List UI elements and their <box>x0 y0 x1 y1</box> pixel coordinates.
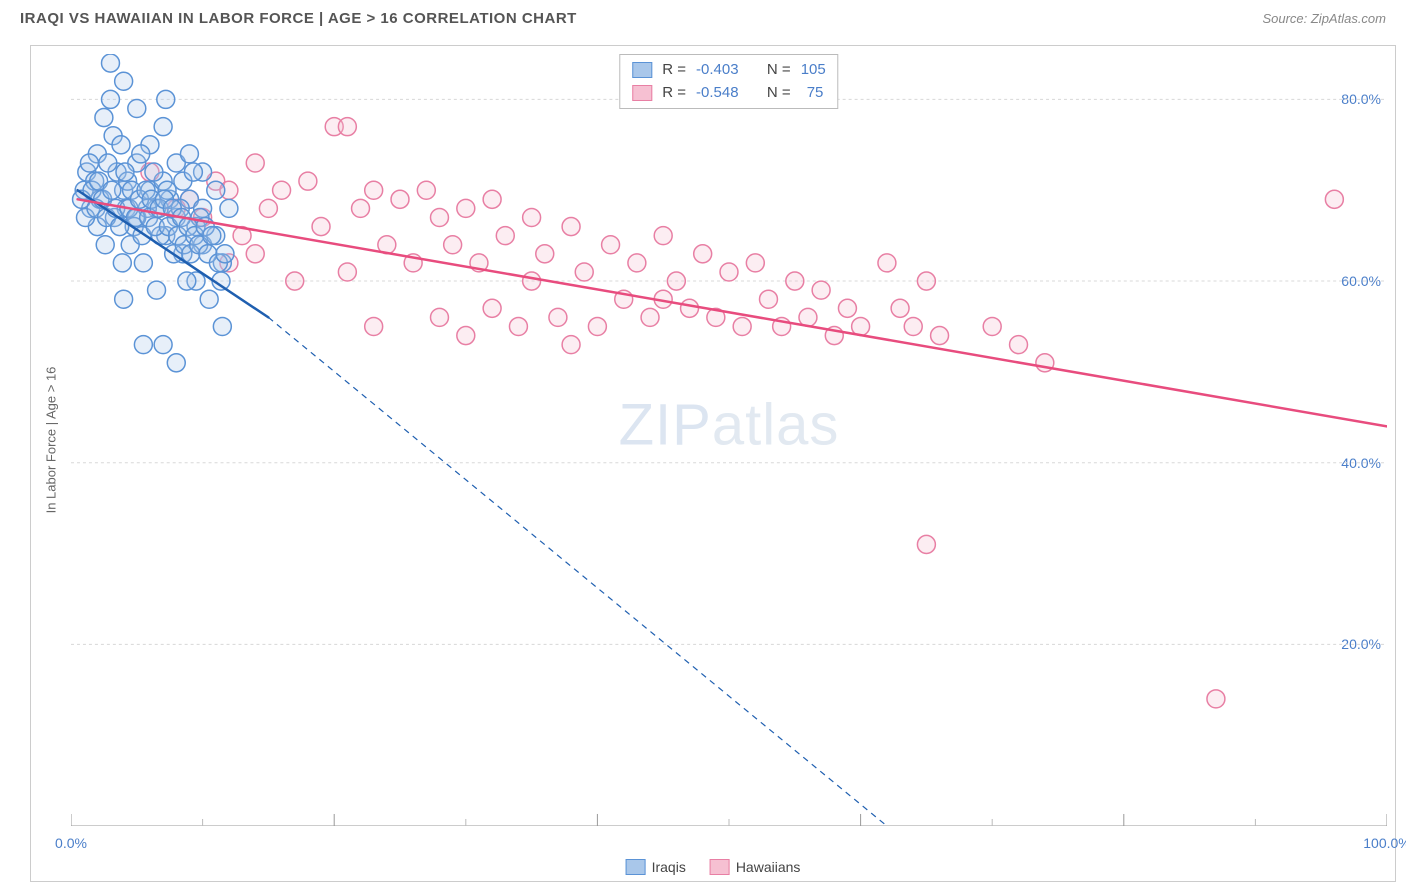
n-value-hawaiians: 75 <box>801 82 824 105</box>
plot-svg <box>71 54 1387 826</box>
swatch-hawaiians <box>632 85 652 101</box>
y-axis-label: In Labor Force | Age > 16 <box>44 367 59 514</box>
r-prefix: R = <box>662 82 686 105</box>
source-attribution: Source: ZipAtlas.com <box>1262 11 1386 26</box>
legend-item-iraqis: Iraqis <box>626 859 686 875</box>
r-prefix: R = <box>662 59 686 82</box>
source-name: ZipAtlas.com <box>1311 11 1386 26</box>
corr-row-iraqis: R = -0.403 N = 105 <box>632 59 825 82</box>
corr-row-hawaiians: R = -0.548 N = 75 <box>632 82 825 105</box>
source-prefix: Source: <box>1262 11 1310 26</box>
legend-swatch-iraqis <box>626 859 646 875</box>
r-value-iraqis: -0.403 <box>696 59 739 82</box>
legend-label-iraqis: Iraqis <box>652 859 686 875</box>
xtick-0: 0.0% <box>55 835 87 851</box>
xtick-100: 100.0% <box>1363 835 1406 851</box>
chart-container: In Labor Force | Age > 16 ZIPatlas R = -… <box>30 45 1396 882</box>
r-value-hawaiians: -0.548 <box>696 82 739 105</box>
plot-area: In Labor Force | Age > 16 ZIPatlas R = -… <box>71 54 1387 826</box>
n-prefix: N = <box>767 59 791 82</box>
legend-swatch-hawaiians <box>710 859 730 875</box>
swatch-iraqis <box>632 62 652 78</box>
chart-header: IRAQI VS HAWAIIAN IN LABOR FORCE | AGE >… <box>0 0 1406 33</box>
n-prefix: N = <box>767 82 791 105</box>
bottom-legend: Iraqis Hawaiians <box>626 859 801 875</box>
legend-label-hawaiians: Hawaiians <box>736 859 801 875</box>
legend-item-hawaiians: Hawaiians <box>710 859 801 875</box>
chart-title: IRAQI VS HAWAIIAN IN LABOR FORCE | AGE >… <box>20 10 577 27</box>
correlation-legend: R = -0.403 N = 105 R = -0.548 N = 75 <box>619 54 838 109</box>
n-value-iraqis: 105 <box>801 59 826 82</box>
